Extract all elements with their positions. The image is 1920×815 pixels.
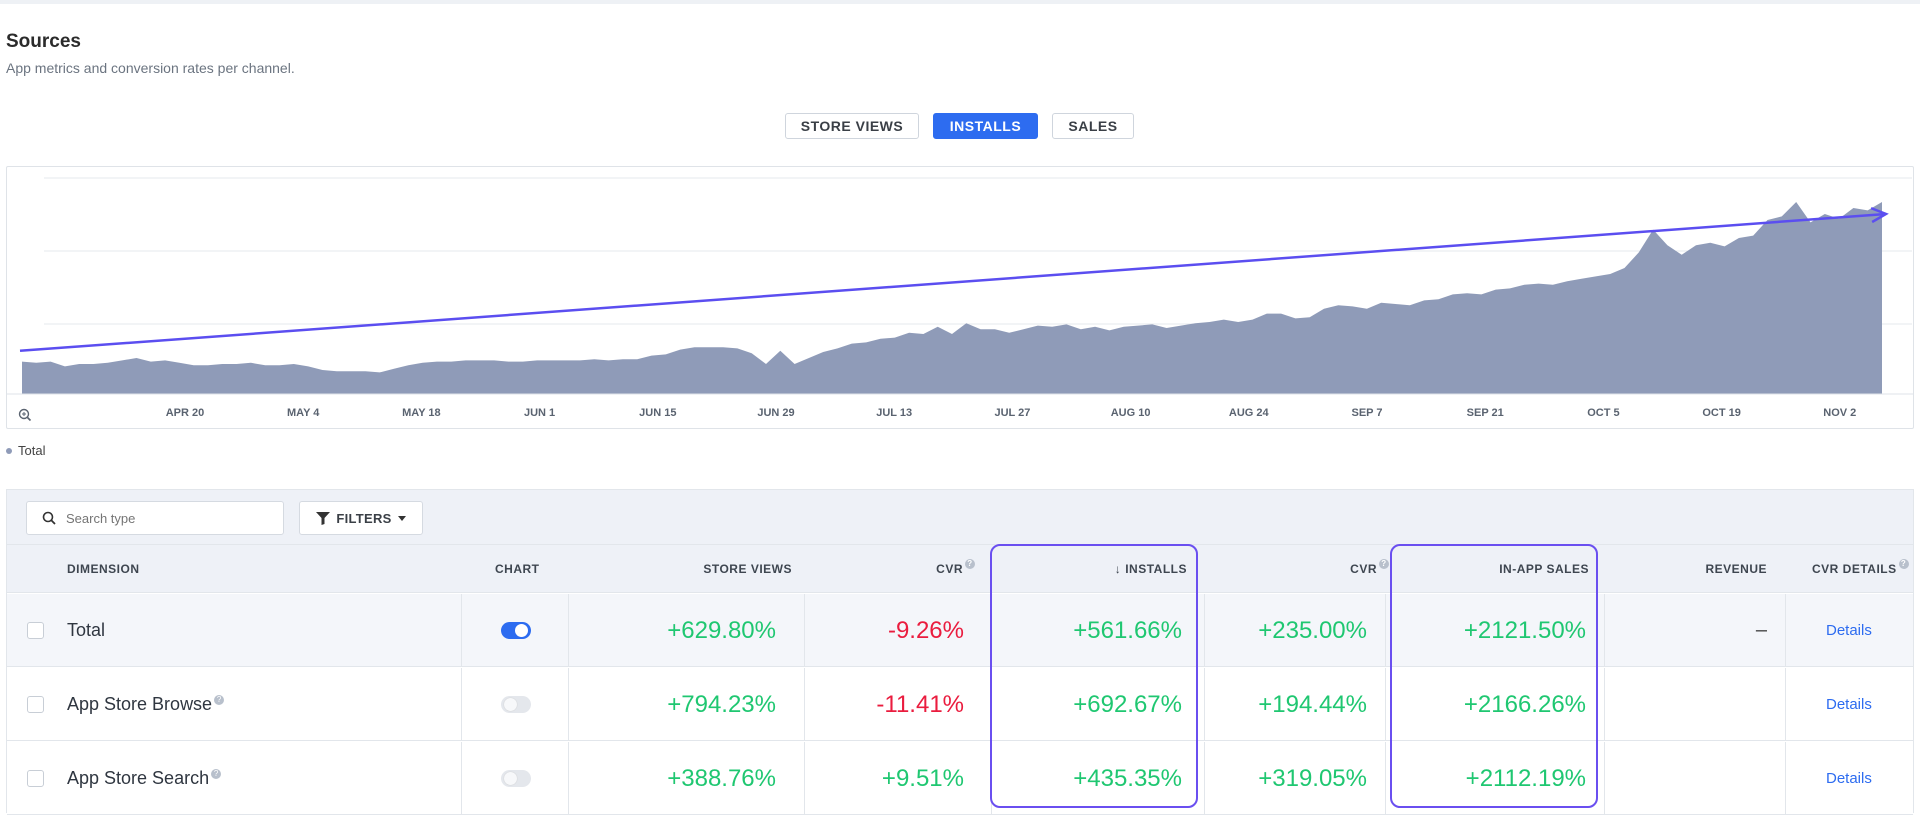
cvr-1-value: -11.41% (876, 690, 964, 718)
x-tick-label: JUN 1 (524, 407, 555, 419)
revenue-value: – (1755, 619, 1767, 641)
filters-button[interactable]: FILTERS (299, 501, 423, 535)
chart-toggle[interactable] (501, 668, 531, 741)
page-subtitle: App metrics and conversion rates per cha… (6, 60, 295, 76)
installs-chart-container (6, 166, 1914, 429)
x-tick-label: MAY 18 (402, 407, 441, 419)
zoom-icon[interactable] (18, 408, 32, 422)
in-app-sales-value: +2112.19% (1465, 764, 1586, 792)
store-views-value: +388.76% (667, 764, 776, 792)
row-checkbox[interactable] (27, 594, 44, 667)
table-toolbar: FILTERS (7, 490, 1913, 545)
col-revenue[interactable]: REVENUE (1705, 562, 1767, 576)
filters-label: FILTERS (336, 510, 392, 526)
cvr-2-value: +194.44% (1258, 690, 1367, 718)
row-checkbox[interactable] (27, 742, 44, 815)
cvr-1-value: -9.26% (887, 616, 964, 644)
x-tick-label: JUL 27 (994, 407, 1030, 419)
search-input[interactable] (66, 510, 256, 526)
search-box[interactable] (26, 501, 284, 535)
page-title: Sources (6, 31, 81, 52)
x-tick-label: SEP 21 (1467, 407, 1504, 419)
details-link[interactable]: Details (1826, 696, 1872, 713)
help-icon[interactable]: ? (1379, 559, 1389, 569)
col-cvr-details: CVR DETAILS? (1812, 545, 1909, 593)
trend-arrow-head (1870, 206, 1889, 224)
table-header: DIMENSION CHART STORE VIEWS CVR? ↓ INSTA… (7, 545, 1913, 593)
x-tick-label: JUL 13 (876, 407, 912, 419)
search-icon (42, 511, 56, 525)
in-app-sales-value: +2166.26% (1463, 690, 1586, 718)
col-cvr-2[interactable]: CVR? (1227, 545, 1389, 593)
x-tick-label: AUG 10 (1111, 407, 1151, 419)
dimension-name-cell: App Store Browse? (67, 668, 225, 741)
installs-value: +561.66% (1073, 616, 1182, 644)
installs-value: +435.35% (1073, 764, 1182, 792)
col-cvr-2-label: CVR (1350, 562, 1377, 576)
chart-toggle[interactable] (501, 742, 531, 815)
store-views-value: +629.80% (667, 616, 776, 644)
cvr-2-value: +235.00% (1258, 616, 1367, 644)
x-tick-label: JUN 15 (639, 407, 676, 419)
store-views-value: +794.23% (667, 690, 776, 718)
help-icon[interactable]: ? (211, 768, 222, 779)
top-bar (0, 0, 1920, 4)
dimension-name: App Store Browse (67, 694, 213, 714)
col-installs-label: INSTALLS (1125, 562, 1187, 576)
tab-installs[interactable]: INSTALLS (933, 113, 1038, 139)
x-tick-label: MAY 4 (287, 407, 320, 419)
help-icon[interactable]: ? (214, 694, 225, 705)
caret-down-icon (397, 515, 406, 521)
in-app-sales-value: +2121.50% (1463, 616, 1586, 644)
legend-dot-icon (6, 447, 12, 454)
sources-table: FILTERS DIMENSION CHART STORE VIEWS CVR?… (6, 489, 1914, 815)
x-tick-label: AUG 24 (1229, 407, 1270, 419)
col-chart: CHART (495, 562, 540, 576)
filter-icon (316, 511, 331, 525)
x-tick-label: SEP 7 (1352, 407, 1383, 419)
tab-store-views[interactable]: STORE VIEWS (785, 113, 919, 139)
x-tick-label: OCT 19 (1702, 407, 1741, 419)
trend-arrow-line (19, 212, 1887, 353)
col-cvr-details-label: CVR DETAILS (1812, 562, 1897, 576)
details-link[interactable]: Details (1826, 770, 1872, 787)
sort-arrow-icon: ↓ (1114, 562, 1122, 576)
installs-area-chart: APR 20 MAY 4 MAY 18 JUN 1 JUN 15 JUN 29 JUL 13… (6, 177, 1914, 422)
dimension-name: Total (67, 620, 106, 640)
details-link[interactable]: Details (1826, 622, 1872, 639)
x-tick-label: APR 20 (166, 407, 205, 419)
chart-legend[interactable]: Total (6, 443, 45, 458)
col-dimension[interactable]: DIMENSION (67, 562, 140, 576)
cvr-2-value: +319.05% (1258, 764, 1367, 792)
help-icon[interactable]: ? (965, 559, 975, 569)
legend-label-total: Total (18, 443, 46, 458)
x-tick-label: OCT 5 (1587, 407, 1619, 419)
row-checkbox[interactable] (27, 668, 44, 741)
x-tick-label: NOV 2 (1823, 407, 1856, 419)
col-cvr-1[interactable]: CVR? (827, 545, 975, 593)
installs-value: +692.67% (1073, 690, 1182, 718)
col-in-app-sales[interactable]: IN-APP SALES (1499, 562, 1589, 576)
x-tick-label: JUN 29 (757, 407, 794, 419)
col-cvr-1-label: CVR (936, 562, 963, 576)
chart-toggle[interactable] (501, 594, 531, 667)
table-row-app-store-search: App Store Search? +388.76% +9.51% +435.3… (7, 742, 1913, 815)
table-row-app-store-browse: App Store Browse? +794.23% -11.41% +692.… (7, 668, 1913, 741)
col-installs[interactable]: ↓ INSTALLS (1007, 545, 1187, 593)
dimension-name-cell: App Store Search? (67, 742, 222, 815)
col-store-views[interactable]: STORE VIEWS (703, 562, 792, 576)
table-row-total: Total +629.80% -9.26% +561.66% +235.00% … (7, 594, 1913, 667)
help-icon[interactable]: ? (1898, 559, 1909, 569)
tab-sales[interactable]: SALES (1052, 113, 1134, 139)
dimension-name: App Store Search (67, 768, 210, 788)
series-area-total[interactable] (22, 202, 1882, 394)
cvr-1-value: +9.51% (881, 764, 964, 792)
